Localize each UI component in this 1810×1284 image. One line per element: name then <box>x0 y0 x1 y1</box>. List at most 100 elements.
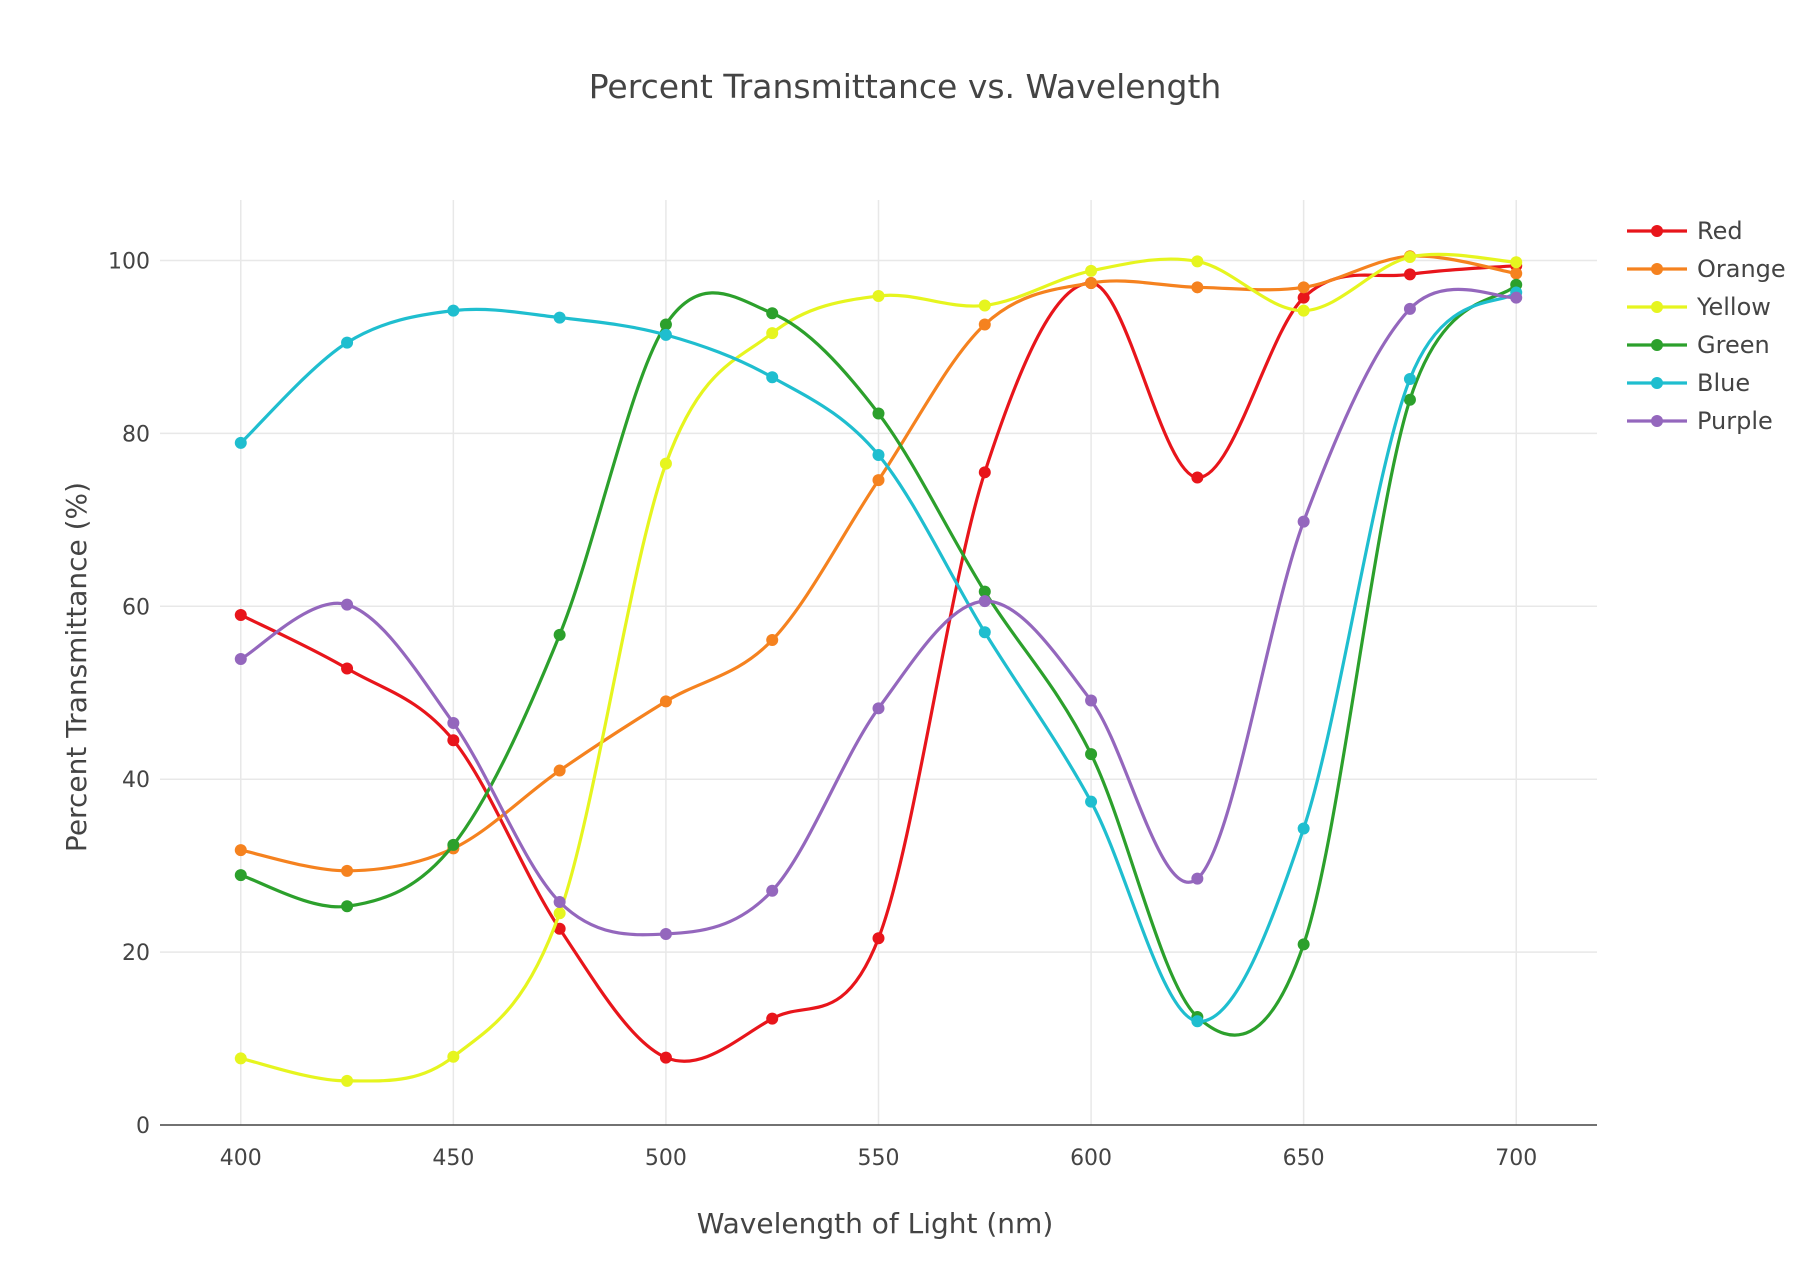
data-point-yellow <box>553 907 566 920</box>
data-point-purple <box>447 717 460 730</box>
legend-label-red: Red <box>1697 217 1743 245</box>
data-point-blue <box>1191 1015 1204 1028</box>
data-point-yellow <box>234 1052 247 1065</box>
legend-item-yellow[interactable]: Yellow <box>1627 293 1771 321</box>
data-point-orange <box>766 634 779 647</box>
data-point-red <box>978 466 991 479</box>
y-axis: 0 20 40 60 80 100 <box>108 250 150 1139</box>
data-point-blue <box>872 449 885 462</box>
legend-marker-green <box>1651 339 1663 351</box>
series-layer <box>234 250 1523 1087</box>
data-point-yellow <box>1085 264 1098 277</box>
data-point-yellow <box>1191 255 1204 268</box>
series-purple <box>234 287 1523 940</box>
data-point-purple <box>553 895 566 908</box>
x-tick-label: 550 <box>858 1146 900 1171</box>
data-point-purple <box>1510 291 1523 304</box>
legend-item-orange[interactable]: Orange <box>1627 255 1786 283</box>
legend-item-green[interactable]: Green <box>1627 331 1770 359</box>
data-point-orange <box>553 764 566 777</box>
data-point-red <box>234 608 247 621</box>
data-point-green <box>978 585 991 598</box>
data-point-yellow <box>978 299 991 312</box>
y-tick-label: 40 <box>122 768 150 793</box>
data-point-purple <box>234 653 247 666</box>
data-point-yellow <box>447 1050 460 1063</box>
legend-item-purple[interactable]: Purple <box>1627 407 1773 435</box>
data-point-red <box>1403 268 1416 281</box>
legend-label-blue: Blue <box>1697 369 1750 397</box>
data-point-blue <box>341 336 354 349</box>
y-tick-label: 60 <box>122 595 150 620</box>
x-axis: 400 450 500 550 600 650 700 <box>220 1146 1537 1171</box>
data-point-red <box>872 932 885 945</box>
legend: Red Orange Yellow Green Blue Purple <box>1627 217 1786 435</box>
data-point-orange <box>978 318 991 331</box>
data-point-yellow <box>1297 304 1310 317</box>
legend-label-orange: Orange <box>1697 255 1786 283</box>
data-point-blue <box>234 436 247 449</box>
data-point-purple <box>1403 302 1416 315</box>
x-tick-label: 700 <box>1495 1146 1537 1171</box>
series-line-blue <box>239 291 1518 1023</box>
data-point-yellow <box>872 289 885 302</box>
data-point-red <box>341 662 354 675</box>
data-point-red <box>1297 291 1310 304</box>
x-tick-label: 400 <box>220 1146 262 1171</box>
data-point-orange <box>234 844 247 857</box>
series-yellow <box>234 251 1523 1087</box>
data-point-blue <box>553 311 566 324</box>
legend-label-purple: Purple <box>1697 407 1773 435</box>
x-tick-label: 600 <box>1070 1146 1112 1171</box>
y-tick-label: 100 <box>108 250 150 275</box>
data-point-purple <box>341 598 354 611</box>
y-tick-label: 80 <box>122 422 150 447</box>
legend-item-blue[interactable]: Blue <box>1627 369 1750 397</box>
data-point-yellow <box>766 327 779 340</box>
data-point-purple <box>766 884 779 897</box>
data-point-orange <box>341 864 354 877</box>
data-point-green <box>447 838 460 851</box>
y-tick-label: 0 <box>136 1114 150 1139</box>
y-tick-label: 20 <box>122 941 150 966</box>
chart-title: Percent Transmittance vs. Wavelength <box>589 67 1222 106</box>
data-point-blue <box>1085 795 1098 808</box>
legend-label-green: Green <box>1697 331 1770 359</box>
data-point-purple <box>978 595 991 608</box>
data-point-blue <box>1403 372 1416 385</box>
x-tick-label: 450 <box>432 1146 474 1171</box>
data-point-green <box>872 407 885 420</box>
data-point-purple <box>659 927 672 940</box>
legend-item-red[interactable]: Red <box>1627 217 1743 245</box>
data-point-green <box>1403 393 1416 406</box>
x-tick-label: 500 <box>645 1146 687 1171</box>
data-point-purple <box>1297 515 1310 528</box>
data-point-yellow <box>1403 251 1416 264</box>
data-point-purple <box>1191 872 1204 885</box>
data-point-blue <box>978 626 991 639</box>
data-point-green <box>1297 938 1310 951</box>
data-point-green <box>766 307 779 320</box>
data-point-green <box>234 869 247 882</box>
data-point-red <box>659 1051 672 1064</box>
data-point-blue <box>766 371 779 384</box>
y-axis-title: Percent Transmittance (%) <box>60 482 93 852</box>
data-point-blue <box>659 328 672 341</box>
series-line-green <box>240 283 1518 1037</box>
legend-marker-red <box>1651 225 1663 237</box>
legend-marker-orange <box>1651 263 1663 275</box>
data-point-green <box>659 318 672 331</box>
data-point-green <box>553 628 566 641</box>
data-point-red <box>766 1012 779 1025</box>
data-point-orange <box>1085 276 1098 289</box>
legend-marker-yellow <box>1651 301 1663 313</box>
x-tick-label: 650 <box>1283 1146 1325 1171</box>
data-point-purple <box>872 702 885 715</box>
data-point-red <box>447 734 460 747</box>
data-point-purple <box>1085 694 1098 707</box>
data-point-yellow <box>1510 256 1523 269</box>
data-point-orange <box>1191 281 1204 294</box>
grid <box>160 200 1597 1125</box>
